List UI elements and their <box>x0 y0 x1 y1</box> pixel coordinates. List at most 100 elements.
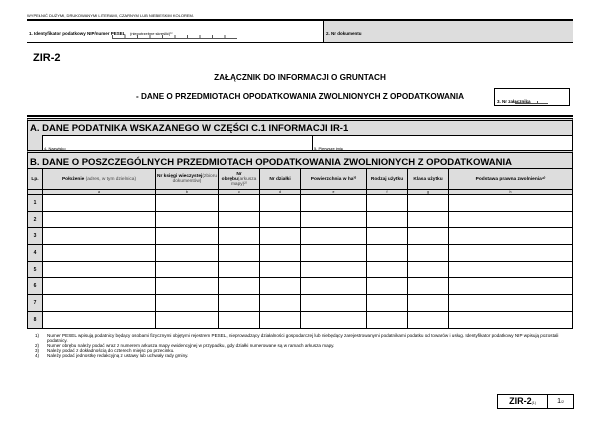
table-cell-d[interactable] <box>259 277 301 296</box>
table-cell-f[interactable] <box>366 310 408 329</box>
column-letter: h <box>448 189 573 195</box>
table-cell-a[interactable] <box>42 227 156 246</box>
footnote-marker: 1) <box>34 333 40 338</box>
table-cell-h[interactable] <box>448 294 573 312</box>
table-cell-h[interactable] <box>448 277 573 296</box>
column-header-sub: (zbioru dokumentów) <box>172 174 217 184</box>
table-cell-b[interactable] <box>155 260 219 279</box>
table-cell-a[interactable] <box>42 294 156 312</box>
table-cell-b[interactable] <box>155 194 219 212</box>
column-header-main: Nr księgi wieczystej <box>157 174 203 179</box>
table-cell-h[interactable] <box>448 194 573 212</box>
instruction: WYPEŁNIĆ DUŻYMI, DRUKOWANYMI LITERAMI, C… <box>27 13 194 18</box>
page-number: 1 <box>557 398 561 405</box>
table-cell-e[interactable] <box>300 194 367 212</box>
table-cell-h[interactable] <box>448 210 573 229</box>
table-cell-b[interactable] <box>155 210 219 229</box>
table-cell-d[interactable] <box>259 260 301 279</box>
table-cell-a[interactable] <box>42 277 156 296</box>
table-row: 8 <box>27 310 573 329</box>
row-number: 4 <box>27 244 43 262</box>
table-cell-c[interactable] <box>218 227 260 246</box>
table-cell-a[interactable] <box>42 194 156 212</box>
table-cell-h[interactable] <box>448 310 573 329</box>
footnote-marker: 4) <box>34 353 40 358</box>
row-number: 5 <box>27 260 43 279</box>
table-cell-g[interactable] <box>407 260 449 279</box>
table-cell-g[interactable] <box>407 244 449 262</box>
table-cell-a[interactable] <box>42 210 156 229</box>
table-cell-g[interactable] <box>407 294 449 312</box>
table-cell-a[interactable] <box>42 260 156 279</box>
table-cell-d[interactable] <box>259 294 301 312</box>
table-cell-e[interactable] <box>300 227 367 246</box>
table-cell-c[interactable] <box>218 294 260 312</box>
section-b-title: B. DANE O POSZCZEGÓLNYCH PRZEDMIOTACH OP… <box>30 157 513 168</box>
table-cell-f[interactable] <box>366 294 408 312</box>
nip-pesel-field[interactable]: 1. Identyfikator podatkowy NIP/numer PES… <box>27 21 324 42</box>
column-header-sub: (adres, w tym dzielnica) <box>84 176 137 182</box>
table-row: 4 <box>27 244 573 262</box>
form-code: ZIR-2 <box>33 52 61 64</box>
table-cell-c[interactable] <box>218 210 260 229</box>
first-name-field[interactable]: 5. Pierwsze imię <box>313 136 572 152</box>
footnote: 3) Należy podać z dokładnością do czterec… <box>27 348 573 353</box>
table-cell-e[interactable] <box>300 244 367 262</box>
surname-label: 4. Nazwisko <box>44 146 66 151</box>
table-cell-c[interactable] <box>218 260 260 279</box>
footer-version: (1) <box>531 401 536 405</box>
table-cell-c[interactable] <box>218 194 260 212</box>
table-cell-e[interactable] <box>300 210 367 229</box>
table-cell-e[interactable] <box>300 294 367 312</box>
column-header: Podstawa prawna zwolnienia⁴⁾ <box>448 168 573 190</box>
table-cell-g[interactable] <box>407 310 449 329</box>
row-number: 3 <box>27 227 43 246</box>
table-cell-b[interactable] <box>155 244 219 262</box>
section-b: B. DANE O POSZCZEGÓLNYCH PRZEDMIOTACH OP… <box>27 150 573 169</box>
section-a-title: A. DANE PODATNIKA WSKAZANEGO W CZĘŚCI C.… <box>30 123 349 134</box>
row-number: 2 <box>27 210 43 229</box>
table-cell-d[interactable] <box>259 194 301 212</box>
table-cell-e[interactable] <box>300 260 367 279</box>
table-cell-f[interactable] <box>366 260 408 279</box>
table-cell-c[interactable] <box>218 310 260 329</box>
table-cell-h[interactable] <box>448 260 573 279</box>
table-cell-f[interactable] <box>366 227 408 246</box>
table-cell-f[interactable] <box>366 194 408 212</box>
table-cell-g[interactable] <box>407 210 449 229</box>
surname-field[interactable]: 4. Nazwisko <box>43 136 313 152</box>
table-cell-d[interactable] <box>259 227 301 246</box>
table-cell-c[interactable] <box>218 277 260 296</box>
table-cell-b[interactable] <box>155 294 219 312</box>
table-cell-f[interactable] <box>366 244 408 262</box>
first-name-label: 5. Pierwsze imię <box>314 146 344 151</box>
table-row: 3 <box>27 227 573 246</box>
table-cell-f[interactable] <box>366 210 408 229</box>
column-header: Rodzaj użytku <box>366 168 408 190</box>
table-cell-d[interactable] <box>259 310 301 329</box>
table-cell-e[interactable] <box>300 277 367 296</box>
table-cell-a[interactable] <box>42 310 156 329</box>
table-row: 7 <box>27 294 573 312</box>
document-number-label: 2. Nr dokumentu <box>326 31 362 36</box>
table-cell-h[interactable] <box>448 227 573 246</box>
nip-note: (niepotrzebne skreślić)¹⁾ <box>129 31 173 36</box>
table-cell-b[interactable] <box>155 310 219 329</box>
table-cell-g[interactable] <box>407 227 449 246</box>
attachment-number-field[interactable]: 3. Nr załącznika <box>494 88 570 106</box>
table-cell-d[interactable] <box>259 210 301 229</box>
table-cell-h[interactable] <box>448 244 573 262</box>
nip-label: 1. Identyfikator podatkowy NIP/numer PES… <box>29 31 126 36</box>
table-cell-b[interactable] <box>155 277 219 296</box>
table-cell-e[interactable] <box>300 310 367 329</box>
attachment-number-label: 3. Nr załącznika <box>497 99 531 104</box>
table-cell-a[interactable] <box>42 244 156 262</box>
table-cell-c[interactable] <box>218 244 260 262</box>
footnote-text: Numer obrębu należy podać wraz z numerem… <box>47 343 335 348</box>
table-cell-d[interactable] <box>259 244 301 262</box>
footnotes: 1) Numer PESEL wpisują podatnicy będący o… <box>27 333 573 358</box>
table-cell-g[interactable] <box>407 194 449 212</box>
table-cell-g[interactable] <box>407 277 449 296</box>
table-cell-f[interactable] <box>366 277 408 296</box>
table-cell-b[interactable] <box>155 227 219 246</box>
